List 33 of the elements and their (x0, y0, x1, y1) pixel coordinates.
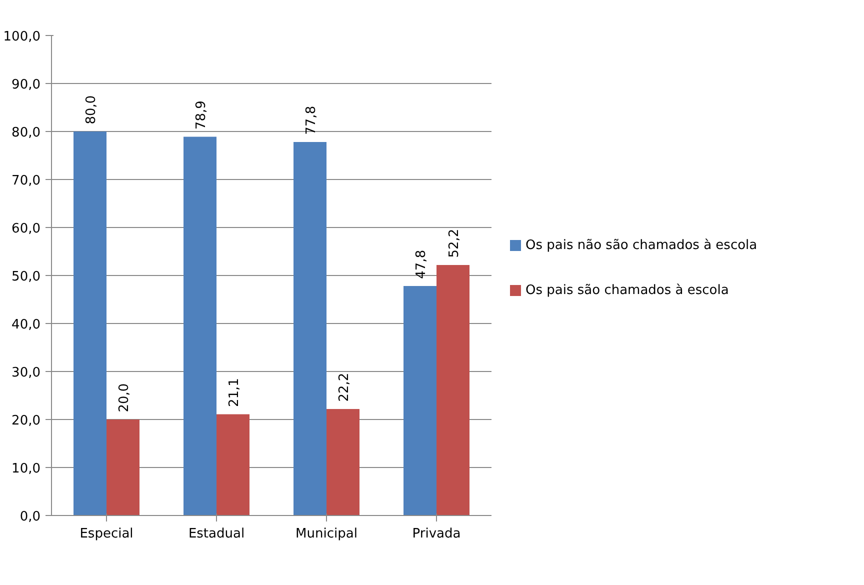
bar (184, 136, 216, 516)
bar (74, 132, 106, 516)
bar (106, 420, 140, 516)
y-tick-label: 80,0 (12, 126, 41, 140)
data-label: 22,2 (337, 372, 352, 402)
y-tick-label: 30,0 (12, 366, 41, 380)
data-label: 77,8 (304, 106, 319, 135)
data-label: 20,0 (117, 383, 132, 412)
y-tick-label: 100,0 (3, 30, 40, 44)
bar (294, 142, 326, 516)
y-tick-label: 60,0 (12, 222, 41, 236)
data-label: 78,9 (194, 100, 209, 130)
bar (216, 414, 250, 516)
x-tick-label: Municipal (296, 526, 358, 542)
bar (404, 286, 436, 516)
data-label: 52,2 (447, 228, 462, 258)
legend-label: Os pais não são chamados à escola (526, 238, 758, 253)
data-label: 47,8 (414, 250, 429, 279)
data-label: 80,0 (84, 95, 99, 124)
bar (436, 264, 470, 516)
bar (326, 408, 360, 516)
x-tick-label: Privada (412, 526, 461, 542)
legend-label: Os pais são chamados à escola (526, 283, 729, 298)
y-tick-label: 90,0 (12, 78, 41, 92)
y-tick-label: 50,0 (12, 270, 41, 284)
y-tick-label: 40,0 (12, 318, 41, 332)
y-tick-label: 0,0 (20, 510, 41, 524)
x-tick-label: Estadual (188, 526, 245, 542)
y-tick-label: 70,0 (12, 174, 41, 188)
data-label: 21,1 (227, 378, 242, 408)
y-tick-label: 10,0 (12, 462, 41, 476)
x-tick-label: Especial (80, 526, 134, 542)
y-tick-label: 20,0 (12, 414, 41, 428)
